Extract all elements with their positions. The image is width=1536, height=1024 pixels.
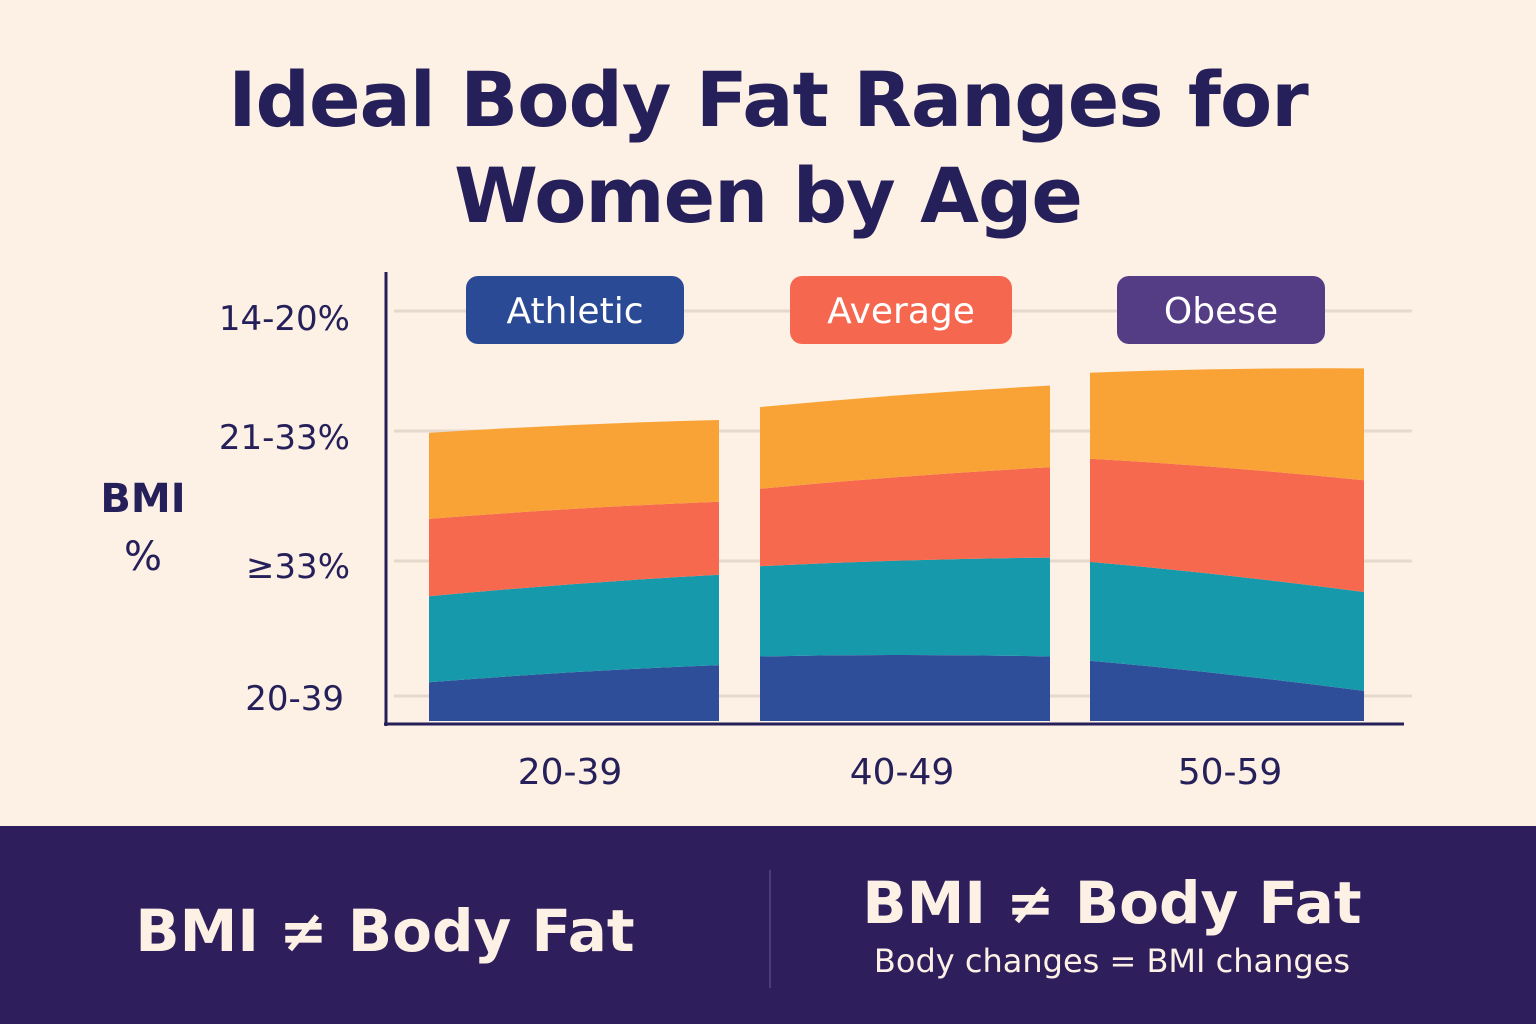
footer-divider (769, 870, 771, 988)
legend-swatch (1117, 276, 1325, 344)
chart-title: Ideal Body Fat Ranges for Women by Age (0, 52, 1536, 244)
legend-item-average[interactable]: Average (790, 276, 1012, 344)
area-layers (429, 368, 1364, 721)
chart-title-line-2: Women by Age (454, 151, 1083, 240)
area-segment-20-39-4 (429, 420, 719, 519)
area-segment-50-59-4 (1090, 368, 1364, 481)
x-category-label: 40-49 (850, 752, 955, 793)
footer-right-subtitle: Body changes = BMI changes (873, 942, 1351, 980)
area-segment-20-39-1 (429, 665, 719, 721)
footer-banner: BMI ≠ Body Fat BMI ≠ Body Fat Body chang… (0, 826, 1536, 1024)
chart-title-line-1: Ideal Body Fat Ranges for (228, 55, 1308, 144)
area-segment-40-49-2 (760, 557, 1050, 657)
area-segment-50-59-3 (1090, 458, 1364, 592)
y-axis-title: % (124, 534, 162, 580)
legend-item-athletic[interactable]: Athletic (466, 276, 684, 344)
footer-left-text: BMI ≠ Body Fat (135, 897, 635, 965)
y-tick-label: 20-39 (245, 679, 344, 719)
legend-label: Average (827, 291, 975, 332)
y-axis-title: BMI (100, 476, 185, 522)
area-segment-40-49-1 (760, 655, 1050, 721)
y-tick-label: ≥33% (246, 547, 350, 587)
stacked-area-chart: 14-20% 21-33% ≥33% 20-39 BMI % 20-39 40-… (100, 272, 1412, 793)
legend-label: Athletic (507, 291, 644, 332)
area-segment-20-39-2 (429, 574, 719, 683)
footer-right-title: BMI ≠ Body Fat (862, 869, 1362, 937)
legend-swatch (790, 276, 1012, 344)
legend-item-obese[interactable]: Obese (1117, 276, 1325, 344)
footer-left-panel: BMI ≠ Body Fat (0, 826, 770, 1024)
area-segment-50-59-2 (1090, 561, 1364, 691)
x-category-label: 20-39 (518, 752, 623, 793)
legend-label: Obese (1164, 291, 1278, 332)
legend-swatch (466, 276, 684, 344)
area-segment-20-39-3 (429, 501, 719, 597)
x-category-label: 50-59 (1178, 752, 1283, 793)
area-segment-40-49-3 (760, 467, 1050, 567)
area-segment-50-59-1 (1090, 660, 1364, 721)
y-tick-label: 14-20% (219, 299, 350, 339)
area-segment-40-49-4 (760, 385, 1050, 489)
y-tick-label: 21-33% (219, 418, 350, 458)
legend: Athletic Average Obese (466, 276, 1325, 344)
footer-right-panel: BMI ≠ Body Fat Body changes = BMI change… (772, 826, 1452, 1024)
